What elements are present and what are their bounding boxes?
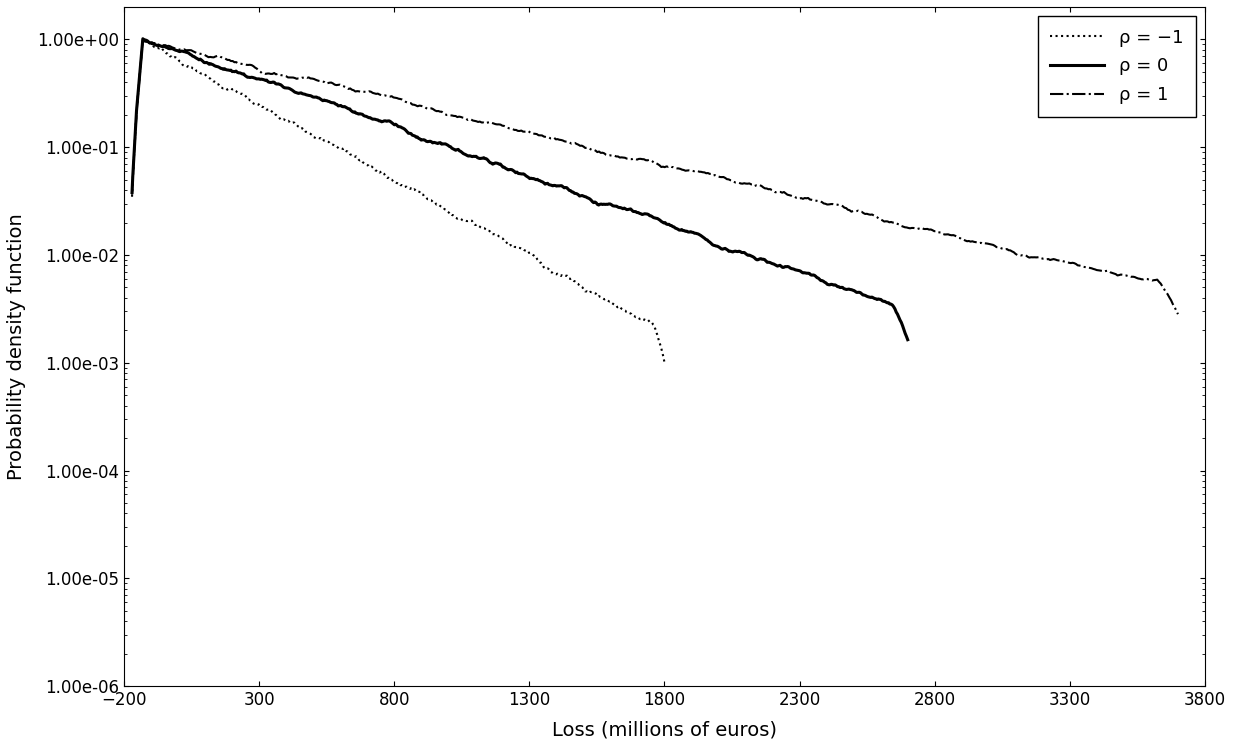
ρ = 0 <box>509 168 524 177</box>
ρ = 1 <box>641 155 656 164</box>
ρ = −1 <box>136 34 150 43</box>
ρ = −1 <box>629 313 644 322</box>
ρ = 0 <box>171 47 186 56</box>
ρ = 1 <box>125 190 139 199</box>
ρ = 1 <box>1153 279 1168 288</box>
ρ = 0 <box>741 251 756 260</box>
ρ = −1 <box>391 179 406 188</box>
ρ = 0 <box>859 292 874 301</box>
ρ = 1 <box>954 235 969 244</box>
X-axis label: Loss (millions of euros): Loss (millions of euros) <box>552 720 777 739</box>
ρ = −1 <box>129 108 144 117</box>
ρ = 0 <box>888 304 903 313</box>
ρ = 0 <box>136 34 150 43</box>
ρ = −1 <box>160 49 175 58</box>
ρ = 1 <box>184 46 199 54</box>
ρ = 0 <box>125 188 139 197</box>
ρ = −1 <box>125 192 139 201</box>
ρ = 0 <box>900 335 915 344</box>
ρ = −1 <box>657 358 672 367</box>
ρ = −1 <box>549 269 563 278</box>
ρ = 1 <box>1170 310 1185 319</box>
Line: ρ = 1: ρ = 1 <box>132 40 1178 314</box>
Line: ρ = −1: ρ = −1 <box>132 39 665 363</box>
Legend: ρ = −1, ρ = 0, ρ = 1: ρ = −1, ρ = 0, ρ = 1 <box>1038 16 1196 117</box>
ρ = 1 <box>136 36 150 45</box>
ρ = 1 <box>129 107 144 116</box>
ρ = 1 <box>1116 270 1131 279</box>
ρ = 0 <box>129 107 144 116</box>
Y-axis label: Probability density function: Probability density function <box>7 213 26 480</box>
ρ = −1 <box>649 325 663 334</box>
Line: ρ = 0: ρ = 0 <box>132 39 907 339</box>
